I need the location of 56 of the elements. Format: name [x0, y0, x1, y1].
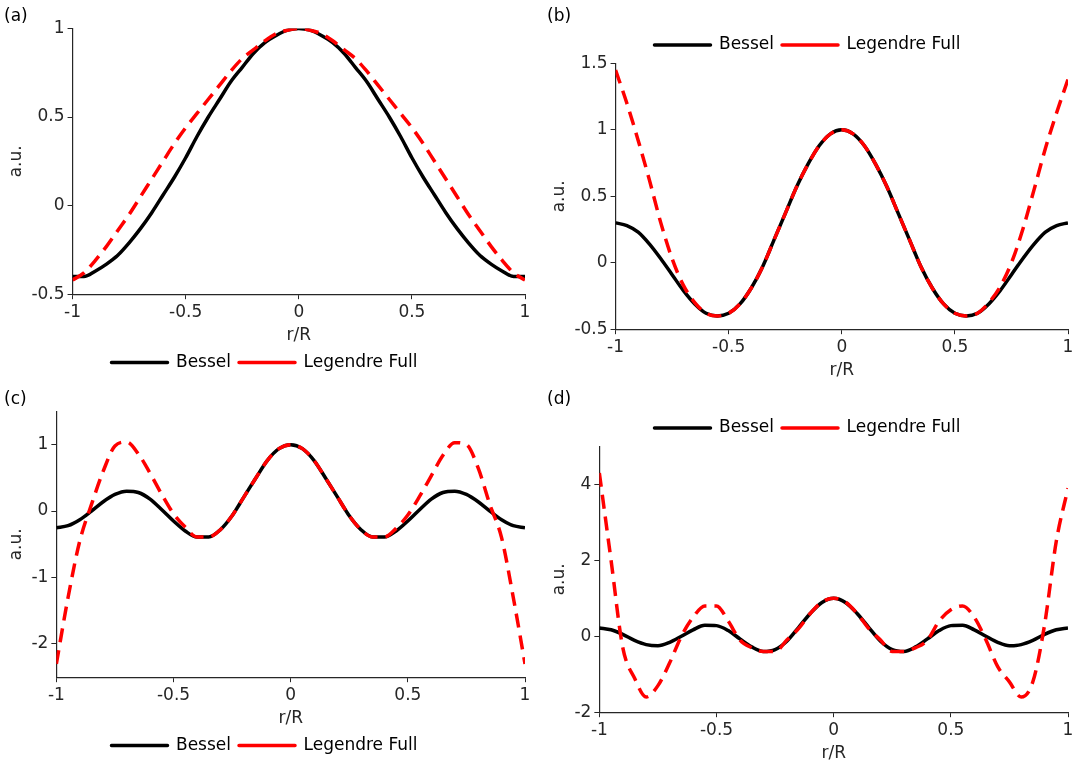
y-tick-label: -2 [574, 700, 592, 721]
legend-label: Legendre Full [846, 33, 961, 54]
x-tick-label: 0 [836, 335, 848, 356]
x-tick-label: 0.5 [394, 683, 422, 704]
y-tick-label: -0.5 [574, 317, 608, 338]
y-tick-label: -1 [31, 565, 49, 586]
legend-label: Bessel [718, 33, 775, 54]
x-tick-label: 0 [293, 300, 305, 321]
x-axis-title: r/R [278, 707, 304, 728]
legend-label: Bessel [175, 733, 232, 754]
chart-title: (d) [547, 387, 572, 408]
legend-label: Legendre Full [303, 733, 418, 754]
x-tick-label: 0 [828, 718, 840, 739]
x-tick-label: 0.5 [398, 300, 426, 321]
y-tick-label: 4 [580, 472, 592, 493]
x-axis-title: r/R [821, 742, 847, 763]
y-tick-label: 0 [53, 194, 65, 215]
x-tick-label: -0.5 [699, 718, 734, 739]
y-axis-title: a.u. [4, 528, 25, 561]
x-tick-label: -0.5 [156, 683, 191, 704]
y-tick-label: 1.5 [580, 51, 608, 72]
chart-title: (c) [4, 387, 27, 408]
y-axis-title: a.u. [547, 563, 568, 596]
x-tick-label: 0.5 [937, 718, 965, 739]
x-tick-label: 0 [285, 683, 297, 704]
y-tick-label: 0 [580, 624, 592, 645]
y-tick-label: 0.5 [37, 105, 65, 126]
x-axis-title: r/R [829, 359, 855, 380]
y-tick-label: -0.5 [31, 282, 65, 303]
legend-label: Legendre Full [303, 350, 418, 371]
y-tick-label: 1 [596, 118, 608, 139]
legend-label: Bessel [718, 416, 775, 437]
y-tick-label: 1 [53, 16, 65, 37]
x-tick-label: 1 [519, 300, 531, 321]
chart-title: (a) [4, 4, 28, 25]
legend-label: Legendre Full [846, 416, 961, 437]
y-tick-label: 1 [37, 433, 49, 454]
y-tick-label: 0.5 [580, 184, 608, 205]
x-tick-label: 1 [519, 683, 531, 704]
x-tick-label: 0.5 [941, 335, 969, 356]
y-axis-title: a.u. [547, 180, 568, 213]
x-tick-label: -0.5 [712, 335, 746, 356]
x-tick-label: 1 [1062, 718, 1074, 739]
x-tick-label: 1 [1062, 335, 1074, 356]
chart-title: (b) [547, 4, 572, 25]
line-series [56, 440, 525, 666]
x-tick-label: -0.5 [169, 300, 203, 321]
y-axis-title: a.u. [4, 145, 25, 178]
y-tick-label: 2 [580, 548, 592, 569]
line-series [599, 471, 1068, 699]
line-series [615, 68, 1068, 318]
y-tick-label: 0 [37, 499, 49, 520]
x-axis-title: r/R [286, 324, 312, 345]
legend-label: Bessel [175, 350, 232, 371]
y-tick-label: 0 [596, 251, 608, 272]
y-tick-label: -2 [31, 632, 49, 653]
